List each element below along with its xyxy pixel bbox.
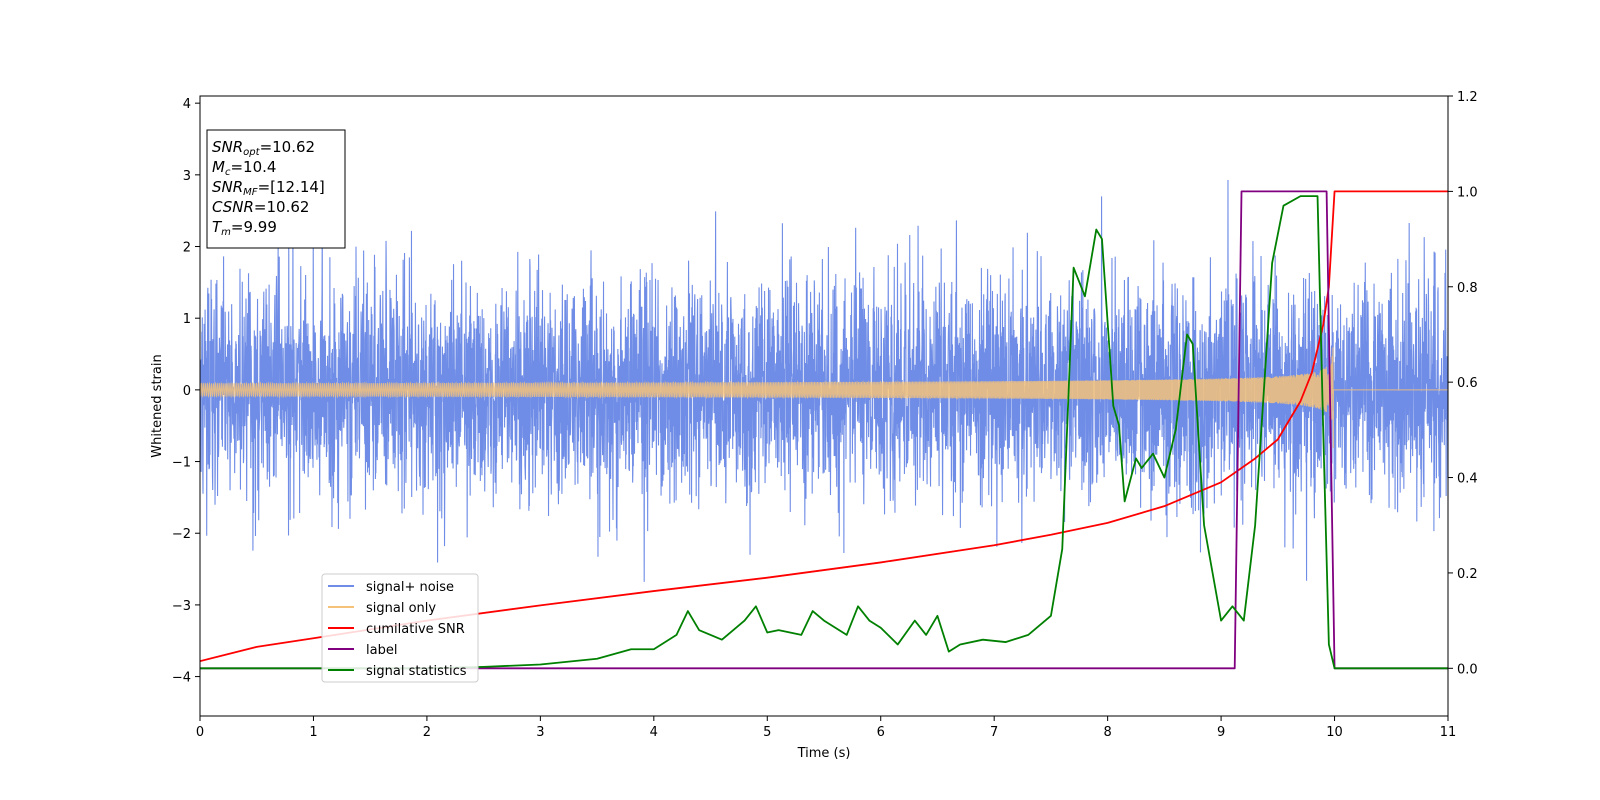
- info-box-line: SNRMF=[12.14]: [212, 178, 325, 198]
- info-box-line: Mc=10.4: [212, 158, 276, 178]
- legend-frame: [321, 573, 479, 683]
- info-box: SNRopt=10.62Mc=10.4SNRMF=[12.14]CSNR=10.…: [206, 129, 346, 249]
- x-tick-label: 3: [536, 725, 544, 740]
- y2-tick-label: 0.4: [1457, 472, 1478, 487]
- info-box-line: SNRopt=10.62: [212, 138, 315, 158]
- y-tick-label: −1: [172, 456, 191, 471]
- legend: signal+ noise signal only cumilative SNR la…: [321, 573, 479, 683]
- y2-tick-label: 0.6: [1457, 376, 1478, 391]
- y2-tick-label: 1.2: [1457, 90, 1478, 105]
- y2-tick-label: 1.0: [1457, 185, 1478, 200]
- info-box-line: CSNR=10.62: [212, 198, 309, 216]
- y-tick-label: 0: [183, 384, 191, 399]
- x-axis: 0 1 2 3 4 5 6 7 8 9 10 11: [196, 716, 1456, 740]
- y-tick-label: −4: [172, 671, 191, 686]
- y-tick-label: 1: [183, 312, 191, 327]
- x-tick-label: 8: [1103, 725, 1111, 740]
- x-tick-label: 5: [763, 725, 771, 740]
- x-tick-label: 6: [877, 725, 885, 740]
- x-axis-label: Time (s): [797, 746, 851, 761]
- y-tick-label: 2: [183, 241, 191, 256]
- info-box-line: Tm=9.99: [212, 218, 277, 238]
- y-axis-right: 1.2 1.0 0.8 0.6 0.4 0.2 0.0: [1448, 90, 1478, 677]
- x-tick-label: 7: [990, 725, 998, 740]
- x-tick-label: 1: [309, 725, 317, 740]
- x-tick-label: 4: [650, 725, 658, 740]
- legend-label: signal only: [366, 601, 436, 616]
- x-tick-label: 2: [423, 725, 431, 740]
- y2-tick-label: 0.8: [1457, 281, 1478, 296]
- x-tick-label: 9: [1217, 725, 1225, 740]
- legend-label: signal statistics: [366, 664, 467, 679]
- plot-area-frame: [199, 95, 1449, 717]
- y2-tick-label: 0.2: [1457, 567, 1478, 582]
- legend-label: signal+ noise: [366, 580, 454, 595]
- legend-label: label: [366, 643, 397, 658]
- legend-label: cumilative SNR: [366, 622, 465, 637]
- x-tick-label: 11: [1440, 725, 1457, 740]
- x-tick-label: 0: [196, 725, 204, 740]
- y-axis-label: Whitened strain: [150, 354, 165, 457]
- info-box-frame: [206, 129, 346, 249]
- y-axis-left: 4 3 2 1 0 −1 −2 −3 −4: [172, 97, 200, 686]
- series-line-signal-statistics: [200, 195, 1448, 670]
- y-tick-label: −3: [172, 599, 191, 614]
- x-tick-label: 10: [1326, 725, 1343, 740]
- y-tick-label: 4: [183, 97, 191, 112]
- y-tick-label: −2: [172, 527, 191, 542]
- y2-tick-label: 0.0: [1457, 662, 1478, 677]
- series-line-signal-only: [200, 347, 1448, 448]
- y-tick-label: 3: [183, 169, 191, 184]
